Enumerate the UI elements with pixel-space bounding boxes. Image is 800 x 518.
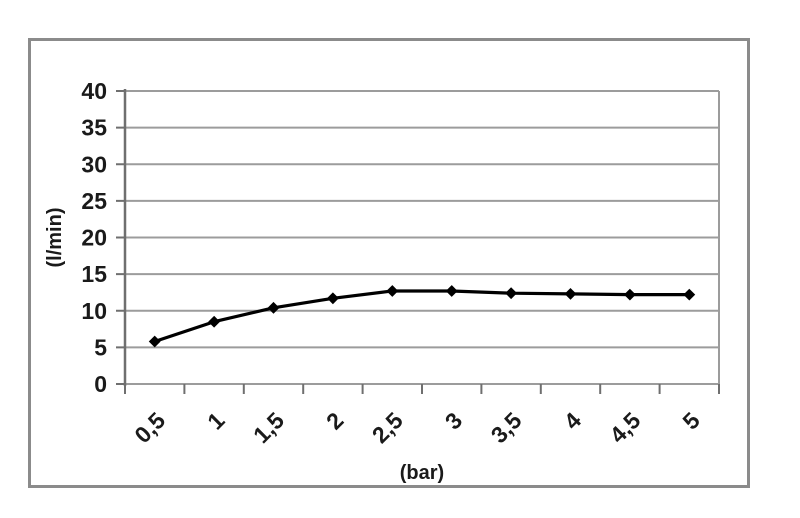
x-axis-tick-label: 5 — [677, 407, 705, 435]
y-axis-tick-label: 0 — [94, 371, 107, 397]
line-chart: 0 5 10 15 20 25 30 35 40 0,5 1 1,5 2 2,5 3 3,5 4 4,5 5 (b… — [44, 78, 720, 485]
chart-frame: 0 5 10 15 20 25 30 35 40 0,5 1 1,5 2 2,5 3 3,5 4 4,5 5 (b… — [28, 38, 750, 488]
x-axis-tick-label: 0,5 — [129, 407, 170, 448]
y-axis-tick-label: 30 — [81, 151, 107, 177]
x-axis-tick-label: 4 — [559, 407, 587, 435]
series-data-point — [267, 301, 280, 314]
x-axis-tick-label: 2 — [321, 407, 348, 434]
y-axis-tick-label: 5 — [94, 334, 107, 360]
x-axis-tick-label: 1 — [202, 407, 230, 435]
series-data-point — [148, 335, 161, 348]
x-axis-tick-label: 4,5 — [604, 407, 645, 448]
x-axis-tick-label: 3 — [440, 407, 467, 434]
y-axis-tick-label: 40 — [81, 78, 107, 104]
y-gridlines — [125, 90, 719, 385]
x-axis-tick-label: 2,5 — [367, 407, 408, 448]
x-axis-ticks — [124, 384, 720, 394]
series-data-point — [445, 285, 458, 297]
y-axis-tick-label: 35 — [81, 115, 107, 141]
series-data-point — [326, 292, 339, 305]
y-axis-ticks — [116, 90, 125, 385]
x-axis-tick-label: 1,5 — [248, 407, 289, 448]
series-data-point — [386, 285, 399, 297]
y-axis-tick-label: 15 — [81, 261, 107, 287]
x-axis-title: (bar) — [400, 462, 444, 484]
y-axis-tick-labels: 0 5 10 15 20 25 30 35 40 — [81, 78, 107, 397]
y-axis-title: (l/min) — [44, 208, 66, 268]
series-data-point — [208, 315, 221, 328]
x-axis-tick-label: 3,5 — [486, 407, 527, 448]
series-data-point — [683, 288, 696, 301]
y-axis-tick-label: 25 — [81, 188, 107, 214]
axis-titles: (bar) (l/min) — [44, 208, 444, 485]
y-axis-tick-label: 10 — [81, 298, 107, 324]
series-data-point — [505, 287, 518, 300]
series-line — [153, 289, 691, 344]
chart-inner: 0 5 10 15 20 25 30 35 40 0,5 1 1,5 2 2,5 3 3,5 4 4,5 5 (b… — [31, 41, 747, 485]
series-data-point — [623, 288, 636, 301]
y-axis-tick-label: 20 — [81, 225, 107, 251]
x-axis-tick-labels: 0,5 1 1,5 2 2,5 3 3,5 4 4,5 5 — [129, 407, 705, 448]
series-flow-rate — [148, 285, 696, 348]
series-data-point — [564, 287, 577, 300]
